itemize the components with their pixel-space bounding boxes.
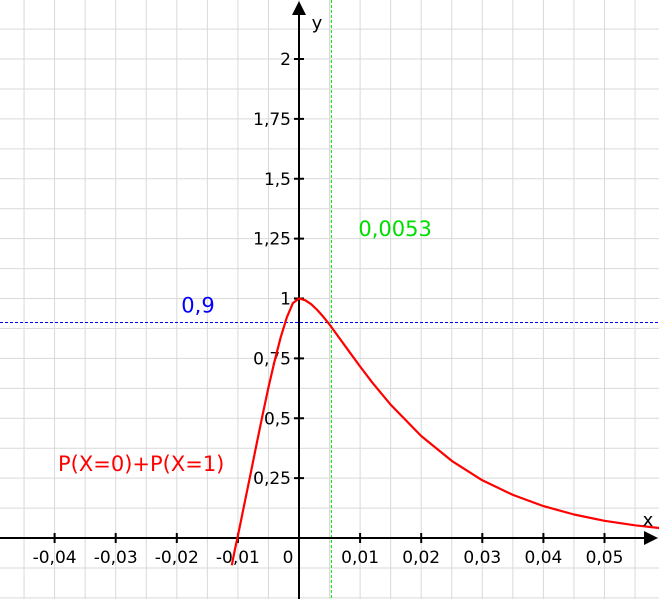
x-axis-arrow-icon [644, 531, 658, 545]
x-axis-title: x [643, 510, 654, 531]
vertical-reference-label: 0,0053 [358, 217, 431, 241]
ticks: -0,04 -0,03 -0,02 -0,01 0 0,01 0,02 0,03 0,04 0,0… [33, 50, 624, 568]
y-tick-label: 1,5 [264, 170, 291, 190]
x-tick-label: -0,04 [33, 548, 77, 568]
series-label: P(X=0)+P(X=1) [58, 452, 224, 476]
series-curve [230, 297, 659, 566]
y-tick-label: 1,75 [253, 110, 291, 130]
y-axis-arrow-icon [292, 1, 306, 15]
x-tick-label: -0,02 [155, 548, 199, 568]
horizontal-reference-label: 0,9 [181, 293, 214, 317]
x-tick-label: 0,05 [586, 548, 624, 568]
x-tick-label: -0,03 [94, 548, 138, 568]
y-tick-label: 0,5 [264, 409, 291, 429]
y-tick-label: 0,25 [253, 469, 291, 489]
series [230, 297, 659, 566]
x-tick-label: 0,03 [463, 548, 501, 568]
x-tick-label: 0,01 [341, 548, 379, 568]
x-tick-label: -0,01 [216, 548, 260, 568]
y-axis-title: y [312, 13, 323, 34]
y-tick-label: 1 [280, 290, 291, 310]
x-tick-label: 0,02 [402, 548, 440, 568]
labels: 0,9 0,0053 x y P(X=0)+P(X=1) [58, 13, 654, 531]
y-tick-label: 2 [280, 50, 291, 70]
y-tick-label: 1,25 [253, 230, 291, 250]
y-tick-label: 0,75 [253, 349, 291, 369]
x-tick-label: 0 [283, 548, 294, 568]
x-tick-label: 0,04 [524, 548, 562, 568]
